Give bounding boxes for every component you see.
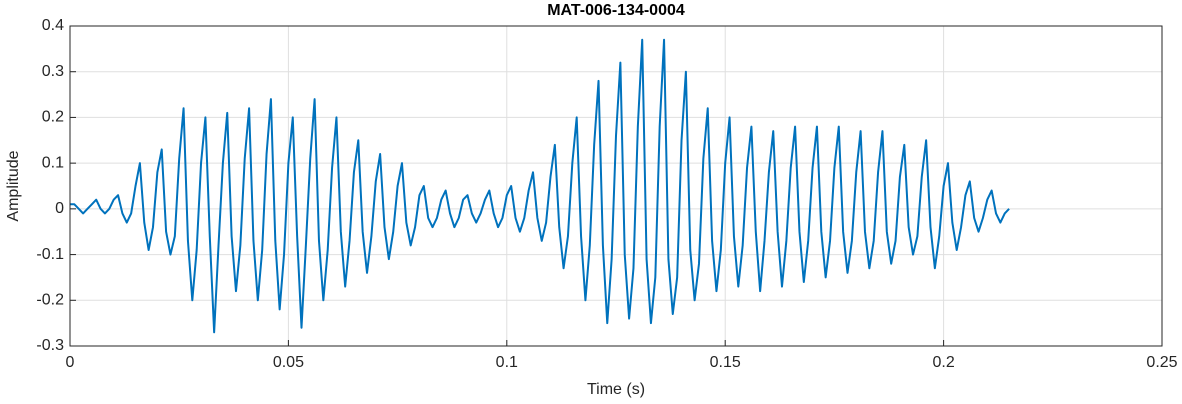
plot-frame	[69, 25, 1163, 347]
y-axis-label: Amplitude	[5, 150, 22, 221]
chart-title: MAT-006-134-0004	[547, 2, 685, 19]
x-axis-label: Time (s)	[587, 381, 645, 398]
y-tick-label: 0.3	[42, 63, 64, 80]
x-tick-label: 0.25	[1146, 354, 1177, 371]
x-tick-label: 0.05	[273, 354, 304, 371]
x-tick-label: 0.15	[710, 354, 741, 371]
y-tick-label: 0	[55, 200, 64, 217]
waveform	[70, 38, 1010, 334]
y-tick-label: -0.1	[36, 246, 64, 263]
x-tick-label: 0.1	[496, 354, 518, 371]
x-tick-label: 0.2	[932, 354, 954, 371]
x-tick-label: 0	[66, 354, 75, 371]
y-tick-label: -0.2	[36, 292, 64, 309]
y-tick-label: 0.4	[42, 17, 64, 34]
y-tick-label: 0.2	[42, 109, 64, 126]
y-tick-label: 0.1	[42, 154, 64, 171]
y-tick-label: -0.3	[36, 337, 64, 354]
